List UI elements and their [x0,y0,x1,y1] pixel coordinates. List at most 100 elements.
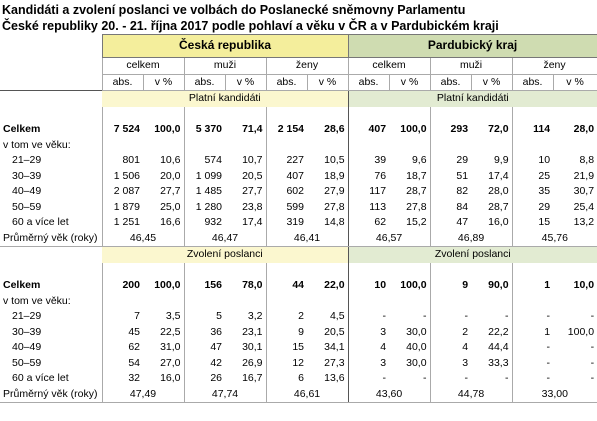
average-cell: 45,76 [511,230,597,247]
cell: - [590,310,595,322]
cell: 44,4 [488,341,509,353]
cell: 78,0 [242,279,263,291]
table-row: Celkem 7 524 100,0 5 370 71,4 2 154 28,6 407 100… [0,122,597,138]
cell: 9 [265,324,307,340]
spacer [347,137,390,153]
row-label: v tom ve věku: [3,294,71,307]
cell: 22,5 [160,325,181,338]
spacer [389,138,430,154]
cell: 31,0 [160,341,181,353]
cell: 27,0 [160,356,181,369]
cell: 30,0 [406,325,427,338]
cell: 3 [347,324,390,340]
table-row: Průměrný věk (roky) 47,49 47,74 46,61 43,60 4… [0,386,597,403]
cell: 932 [183,215,225,231]
cell: 2 [429,324,472,340]
cell: 2 087 [101,184,143,200]
corner [0,58,102,75]
row-label: Průměrný věk (roky) [0,386,102,403]
spacer [101,137,143,153]
table-row: 40–49 62 31,0 47 30,1 15 34,1 4 40,0 4 44,4- - [0,340,597,356]
cell: 25,4 [573,200,595,213]
cell: 22,0 [324,279,345,291]
cell: 15,2 [406,216,427,228]
cell: 2 [265,309,307,325]
subcolumn-header: v % [552,73,597,91]
spacer [347,293,390,309]
cell: 30,7 [573,185,595,197]
spacer [101,106,143,122]
cell: 25 [511,168,554,184]
average-cell: 43,60 [347,386,431,403]
spacer [511,262,554,278]
spacer [0,263,102,279]
spacer [225,138,266,154]
corner [0,35,102,58]
cell: 16,0 [160,372,181,384]
cell: 36 [183,324,225,340]
cell: 26,9 [242,356,263,369]
cell: 5 370 [183,122,225,138]
cell: 407 [347,122,390,138]
cell: 34,1 [324,341,345,353]
subcolumn-header: abs. [101,73,144,91]
cell: 26 [183,371,225,387]
spacer [347,106,390,122]
average-cell: 46,41 [265,230,349,247]
table-row: 30–39 45 22,5 36 23,1 9 20,5 3 30,0 2 22,2 1 100,0 [0,324,597,340]
cell: 27,7 [242,185,263,197]
cell: 27,8 [324,200,345,213]
corner [0,74,102,91]
cell: 100,0 [567,325,595,338]
spacer [429,137,472,153]
cell: 3,2 [247,310,263,322]
cell: 1 280 [183,199,225,215]
cell: 13,2 [573,216,595,228]
table-row: 40–49 2 087 27,7 1 485 27,7 602 27,9 117 28,7 82 2… [0,184,597,200]
cell: 9,6 [411,154,427,166]
spacer [183,262,225,278]
cell: 72,0 [488,123,509,135]
average-cell: 46,45 [101,230,184,247]
spacer [265,106,307,122]
cell: 117 [347,184,390,200]
spacer [553,294,597,310]
subcolumn-header: abs. [511,73,554,91]
cell: 44 [265,278,307,294]
cell: 8,8 [579,154,595,166]
spacer [183,137,225,153]
average-cell: 33,00 [511,386,597,403]
spacer [389,263,430,279]
cell: 84 [429,199,472,215]
row-label: 30–39 [12,325,42,338]
average-cell: 46,57 [347,230,431,247]
spacer [553,263,597,279]
cell: 100,0 [400,279,427,291]
cell: 27,3 [324,356,345,369]
table-row: 50–59 1 879 25,0 1 280 23,8 599 27,8 113 27,8 84 2… [0,199,597,215]
cell: - [423,310,427,322]
cell: 407 [265,168,307,184]
cell: 4 [429,340,472,356]
row-label: 30–39 [12,169,42,182]
cell: 13,6 [324,372,345,384]
average-cell: 47,74 [183,386,266,403]
cell: 100,0 [154,279,181,291]
cell: 1 251 [101,215,143,231]
cell: 30,0 [406,356,427,369]
cell: 10,6 [160,154,181,166]
spacer [0,107,102,123]
region-header: Pardubický kraj [347,34,597,58]
cell: 90,0 [488,279,509,291]
table-row: Platní kandidáti Platní kandidáti [0,90,597,107]
average-cell: 46,89 [429,230,513,247]
cell: 1 485 [183,184,225,200]
table-body: Česká republika Pardubický kraj celkem muži… [0,34,597,403]
row-label: 50–59 [12,200,42,213]
table-row: 60 a více let 32 16,0 26 16,7 6 13,6- - - - - - [0,371,597,387]
cell: 17,4 [242,216,263,228]
section-header: Platní kandidáti [347,90,597,107]
cell: 28,0 [573,123,595,135]
table-row: 30–39 1 506 20,0 1 099 20,5 407 18,9 76 18,7 51 17… [0,168,597,184]
cell: 45 [101,324,143,340]
